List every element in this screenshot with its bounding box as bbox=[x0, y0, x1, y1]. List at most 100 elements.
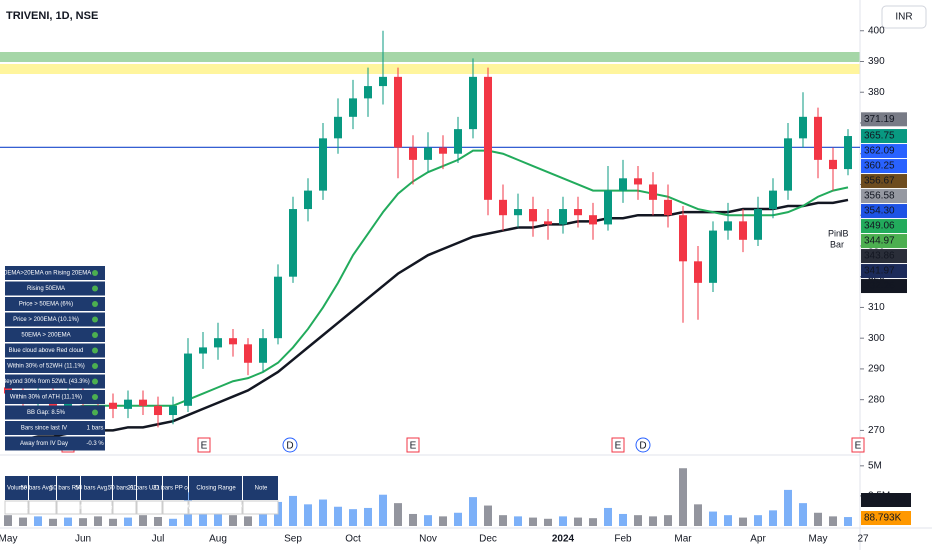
price-label: 356.58 bbox=[864, 191, 895, 202]
volume-bar bbox=[214, 511, 222, 526]
x-tick-label: 27 bbox=[857, 534, 869, 545]
stats-header: 50 bars ADR bbox=[108, 486, 143, 492]
candle-body bbox=[364, 86, 372, 99]
volume-bar bbox=[4, 515, 12, 526]
annotation: IB bbox=[840, 228, 849, 238]
volume-bar bbox=[154, 516, 162, 526]
candle-body bbox=[844, 136, 852, 170]
candle-body bbox=[739, 221, 747, 240]
candle-body bbox=[649, 184, 657, 200]
stats-header: Closing Range bbox=[196, 486, 236, 492]
y-tick-label: 390 bbox=[868, 56, 885, 67]
price-label-box bbox=[861, 159, 907, 174]
volume-bar bbox=[424, 515, 432, 526]
event-marker bbox=[197, 437, 211, 453]
price-label: 343.86 bbox=[864, 251, 895, 262]
x-tick-label: Sep bbox=[284, 534, 302, 545]
price-label-box bbox=[861, 249, 907, 264]
stats-cell bbox=[188, 500, 243, 515]
checklist-row bbox=[5, 390, 105, 404]
volume-bar bbox=[19, 517, 27, 526]
candle-body bbox=[664, 199, 672, 216]
stats-header-cell bbox=[57, 476, 80, 500]
candle-body bbox=[349, 98, 357, 117]
stats-cell bbox=[56, 500, 81, 515]
candle-body bbox=[229, 338, 237, 345]
event-label: E bbox=[615, 441, 622, 452]
candle-body bbox=[184, 353, 192, 406]
event-marker bbox=[282, 437, 298, 453]
currency-button[interactable] bbox=[881, 5, 927, 29]
candle-body bbox=[424, 147, 432, 160]
candle-body bbox=[379, 76, 387, 87]
volume-bar bbox=[289, 495, 297, 526]
check-dot bbox=[92, 285, 98, 292]
candle-body bbox=[439, 147, 447, 154]
checklist-row bbox=[5, 266, 105, 280]
candle-body bbox=[139, 399, 147, 406]
stats-value: 1 bbox=[174, 505, 178, 511]
volume-label-box bbox=[861, 493, 911, 507]
event-label: E bbox=[855, 441, 862, 452]
volume-label-box bbox=[861, 511, 911, 525]
event-marker bbox=[406, 437, 420, 453]
price-label: 371.19 bbox=[864, 114, 895, 125]
event-label: E bbox=[410, 441, 417, 452]
checklist-label: Within 30% of 52WH (11.1%) bbox=[7, 364, 85, 370]
candle-body bbox=[634, 178, 642, 185]
currency[interactable]: INR bbox=[895, 12, 912, 23]
stats-header-cell bbox=[189, 476, 242, 500]
x-tick-label: Feb bbox=[614, 534, 632, 545]
volume-bar bbox=[589, 518, 597, 526]
checklist-label: Away from IV Day bbox=[20, 441, 68, 447]
checklist-label: 50EMA > 200EMA bbox=[21, 333, 70, 339]
stats-cell bbox=[80, 500, 113, 515]
x-tick-label: Apr bbox=[750, 534, 766, 545]
volume-bar bbox=[694, 504, 702, 526]
check-dot bbox=[92, 347, 98, 354]
checklist-row bbox=[5, 436, 105, 451]
volume-bar bbox=[529, 517, 537, 526]
checklist-row bbox=[5, 405, 105, 420]
volume-bar bbox=[754, 515, 762, 526]
candle-body bbox=[244, 344, 252, 363]
checklist-label: Beyond 30% from 52WL (43.3%) bbox=[2, 379, 90, 385]
volume-bar bbox=[664, 515, 672, 526]
volume-bar bbox=[559, 516, 567, 526]
checklist-row bbox=[5, 312, 105, 327]
checklist-row bbox=[5, 359, 105, 373]
volume-bar bbox=[709, 511, 717, 526]
price-label-box bbox=[861, 112, 907, 127]
volume-bar bbox=[379, 494, 387, 526]
candle-body bbox=[124, 399, 132, 409]
candle-body bbox=[169, 405, 177, 416]
event-marker bbox=[611, 437, 625, 453]
check-dot bbox=[92, 378, 98, 385]
volume-bar bbox=[514, 516, 522, 526]
candle-body bbox=[409, 147, 417, 160]
checklist-value: -0.3 % bbox=[86, 441, 104, 447]
volume-bar bbox=[619, 513, 627, 526]
volume-bar bbox=[454, 512, 462, 526]
price-label-box bbox=[861, 204, 907, 219]
x-tick-label: Dec bbox=[479, 534, 497, 545]
candle-body bbox=[214, 338, 222, 348]
check-dot bbox=[92, 394, 98, 400]
price-label-box bbox=[861, 279, 907, 294]
x-tick-label: May bbox=[0, 534, 17, 545]
volume-bar bbox=[79, 518, 87, 526]
checklist-row bbox=[5, 421, 105, 435]
check-dot bbox=[92, 409, 98, 416]
volume-bar bbox=[259, 513, 267, 526]
volume-bar bbox=[784, 489, 792, 526]
price-label: 362.09 bbox=[864, 146, 895, 157]
y-tick-label: 400 bbox=[868, 25, 885, 36]
candle-body bbox=[814, 116, 822, 160]
stats-header-cell bbox=[81, 476, 112, 500]
volume-bar bbox=[544, 518, 552, 526]
candle-body bbox=[304, 190, 312, 210]
y-tick-label: 310 bbox=[868, 302, 885, 313]
volume-bar bbox=[574, 517, 582, 526]
candle-body bbox=[709, 230, 717, 283]
